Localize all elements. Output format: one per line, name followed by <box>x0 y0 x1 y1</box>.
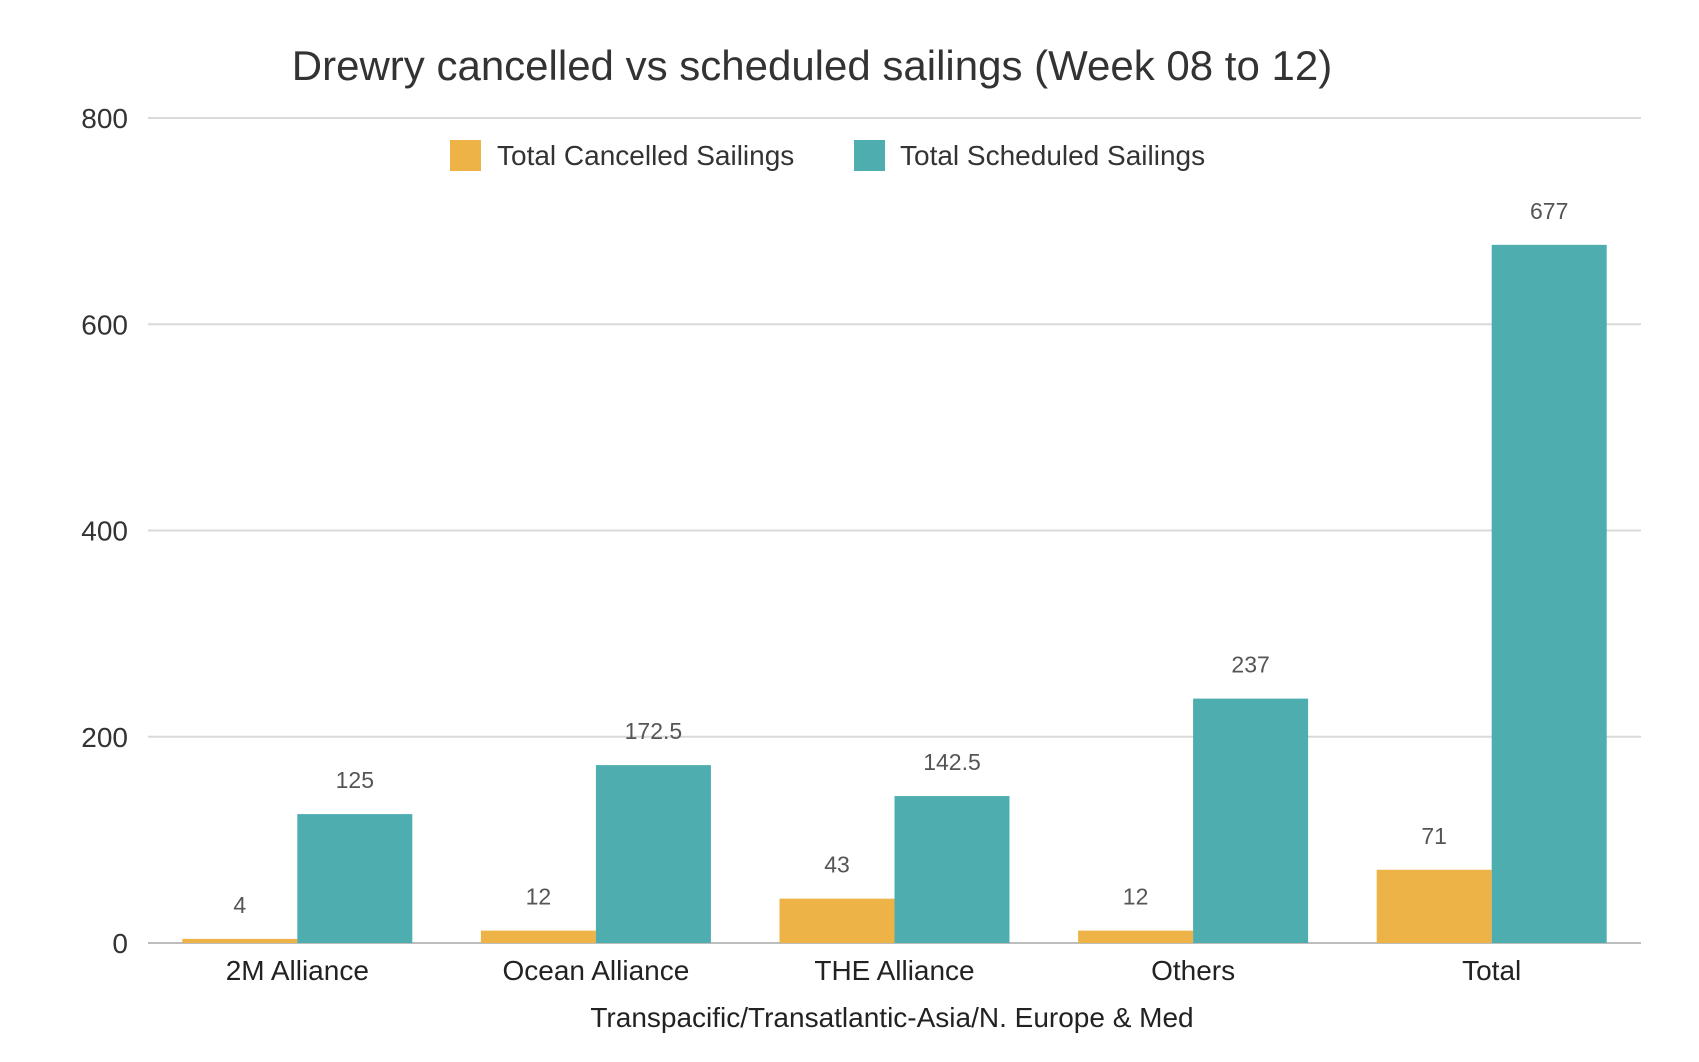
bar-scheduled-4 <box>1491 244 1607 943</box>
data-label: 142.5 <box>923 749 981 775</box>
x-tick-label: Ocean Alliance <box>503 955 690 986</box>
bars <box>182 244 1607 943</box>
y-axis: 0 200 400 600 800 <box>81 103 128 959</box>
x-tick-label: 2M Alliance <box>226 955 369 986</box>
data-label: 237 <box>1231 652 1269 678</box>
x-axis-title: Transpacific/Transatlantic-Asia/N. Europ… <box>590 1002 1193 1033</box>
bar-scheduled-2 <box>894 796 1010 943</box>
x-tick-label: Total <box>1462 955 1521 986</box>
data-label: 43 <box>824 852 850 878</box>
data-label: 71 <box>1421 823 1447 849</box>
data-label: 677 <box>1530 198 1568 224</box>
bar-scheduled-3 <box>1193 698 1309 943</box>
bar-cancelled-3 <box>1078 930 1194 943</box>
legend-swatch-cancelled <box>450 140 481 171</box>
data-labels: 4 125 12 172.5 43 142.5 12 237 71 677 <box>233 198 1568 918</box>
legend-swatch-scheduled <box>854 140 885 171</box>
x-tick-label: Others <box>1151 955 1235 986</box>
data-label: 12 <box>526 884 552 910</box>
bar-cancelled-1 <box>480 930 596 943</box>
x-tick-label: THE Alliance <box>814 955 974 986</box>
data-label: 4 <box>233 892 246 918</box>
data-label: 125 <box>336 767 374 793</box>
bar-cancelled-4 <box>1376 869 1492 943</box>
y-tick-label: 600 <box>81 309 128 340</box>
bar-scheduled-1 <box>595 765 711 943</box>
y-tick-label: 0 <box>112 928 128 959</box>
bar-scheduled-0 <box>297 814 413 943</box>
legend-label-cancelled: Total Cancelled Sailings <box>497 140 794 171</box>
chart-title: Drewry cancelled vs scheduled sailings (… <box>292 42 1332 89</box>
y-tick-label: 400 <box>81 516 128 547</box>
y-tick-label: 200 <box>81 722 128 753</box>
data-label: 12 <box>1123 884 1149 910</box>
legend-label-scheduled: Total Scheduled Sailings <box>900 140 1205 171</box>
data-label: 172.5 <box>625 718 683 744</box>
x-axis: 2M Alliance Ocean Alliance THE Alliance Oth… <box>226 955 1522 986</box>
y-tick-label: 800 <box>81 103 128 134</box>
bar-cancelled-2 <box>779 898 895 943</box>
bar-cancelled-0 <box>182 938 298 943</box>
legend: Total Cancelled Sailings Total Scheduled … <box>450 140 1205 171</box>
